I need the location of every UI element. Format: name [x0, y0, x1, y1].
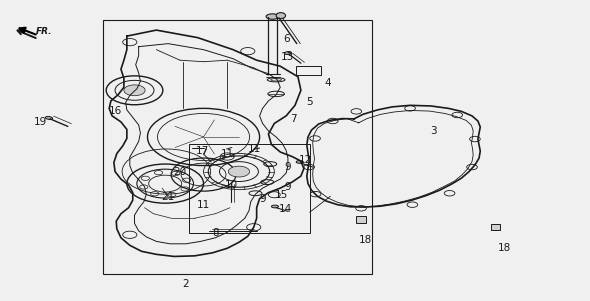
Circle shape	[124, 85, 145, 96]
Text: 9: 9	[284, 162, 291, 172]
Text: 15: 15	[275, 190, 288, 200]
Bar	[189, 144, 310, 233]
Text: 6: 6	[283, 34, 290, 44]
Ellipse shape	[284, 51, 291, 54]
Text: 18: 18	[498, 243, 511, 253]
Text: 3: 3	[430, 126, 437, 136]
Ellipse shape	[296, 160, 303, 163]
Ellipse shape	[266, 14, 279, 19]
Text: 11: 11	[221, 148, 234, 159]
Text: 18: 18	[359, 235, 372, 245]
Text: 2: 2	[182, 279, 189, 290]
Bar	[296, 66, 321, 75]
Text: 21: 21	[162, 192, 175, 202]
Text: FR.: FR.	[36, 27, 53, 36]
Circle shape	[228, 166, 250, 177]
Bar	[491, 224, 500, 230]
Ellipse shape	[45, 116, 53, 119]
Text: 12: 12	[299, 154, 312, 165]
Bar	[103, 20, 372, 274]
Text: 11: 11	[248, 144, 261, 154]
Ellipse shape	[271, 205, 278, 208]
Text: 14: 14	[278, 204, 291, 214]
Text: 7: 7	[290, 114, 297, 124]
Text: 17: 17	[196, 145, 209, 156]
Text: 10: 10	[225, 180, 238, 190]
Text: 19: 19	[34, 117, 47, 127]
Text: 9: 9	[259, 194, 266, 204]
Text: 8: 8	[212, 228, 219, 238]
Text: 16: 16	[109, 106, 122, 116]
Text: 4: 4	[324, 78, 331, 88]
Text: 5: 5	[306, 97, 313, 107]
Ellipse shape	[276, 13, 286, 19]
Bar	[356, 216, 366, 223]
Text: 20: 20	[173, 166, 186, 177]
Text: 11: 11	[197, 200, 210, 210]
Text: 13: 13	[281, 52, 294, 62]
Text: 9: 9	[284, 182, 291, 192]
